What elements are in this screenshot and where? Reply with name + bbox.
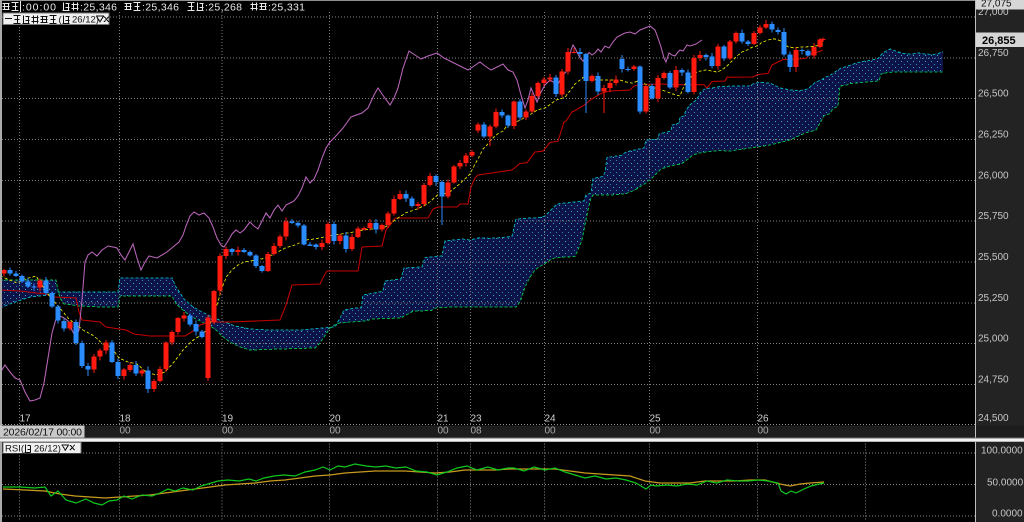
svg-text:00: 00 [758,426,770,437]
svg-text:18: 18 [120,414,132,425]
svg-text:0.0000: 0.0000 [992,509,1023,520]
svg-text:24,500: 24,500 [978,413,1009,424]
svg-text:00: 00 [545,426,557,437]
svg-text:26,855: 26,855 [982,35,1016,47]
svg-text:26,500: 26,500 [978,89,1009,100]
svg-text:26,750: 26,750 [978,48,1009,59]
svg-text:19: 19 [222,414,234,425]
svg-text:27,000: 27,000 [978,7,1009,18]
svg-text:26,000: 26,000 [978,170,1009,181]
svg-text:24: 24 [545,414,557,425]
svg-text:17: 17 [20,414,32,425]
svg-text::00:00: :00:00 [22,2,56,14]
svg-text:20: 20 [330,414,342,425]
svg-text::25,346: :25,346 [80,2,117,14]
svg-text:26: 26 [758,414,770,425]
svg-text::25,331: :25,331 [268,2,305,14]
svg-text:00: 00 [650,426,662,437]
svg-text:00: 00 [120,426,132,437]
svg-text:2026/02/17 00:00: 2026/02/17 00:00 [3,427,82,439]
svg-text:24,750: 24,750 [978,375,1009,386]
svg-text:23: 23 [471,414,483,425]
svg-text:21: 21 [438,414,450,425]
svg-text:00: 00 [438,426,450,437]
svg-text:00: 00 [330,426,342,437]
svg-text:08: 08 [471,426,483,437]
svg-text:25,750: 25,750 [978,211,1009,222]
svg-text:25,250: 25,250 [978,293,1009,304]
svg-text:25: 25 [650,414,662,425]
svg-text:(: ( [59,15,63,26]
svg-text::25,268: :25,268 [205,2,242,14]
svg-text:25,500: 25,500 [978,252,1009,263]
svg-text:RSI(: RSI( [5,444,25,455]
svg-text:25,000: 25,000 [978,334,1009,345]
svg-text:50.0000: 50.0000 [987,478,1024,489]
svg-text:26/12): 26/12) [34,444,61,455]
svg-text:26/12): 26/12) [72,15,99,26]
svg-text:26,250: 26,250 [978,129,1009,140]
svg-text:27,075: 27,075 [981,0,1012,10]
svg-text:100.0000: 100.0000 [981,446,1023,457]
svg-text::25,346: :25,346 [142,2,179,14]
svg-text:00: 00 [222,426,234,437]
